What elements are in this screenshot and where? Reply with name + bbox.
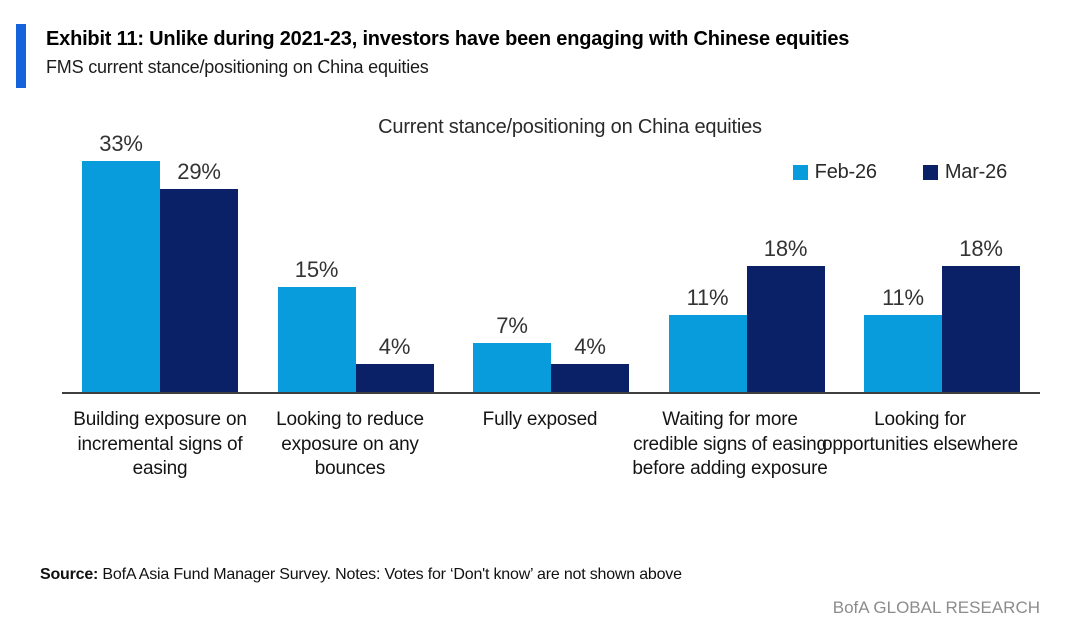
exhibit-accent-bar bbox=[16, 24, 26, 88]
bar-value-label: 4% bbox=[378, 333, 411, 359]
bar-value-label: 15% bbox=[294, 256, 339, 282]
bar-mar-26: 29% bbox=[160, 159, 238, 392]
bar-mar-26: 4% bbox=[355, 334, 434, 392]
category-label: Looking for opportunities elsewhere bbox=[821, 409, 1019, 455]
bar-mar-26: 4% bbox=[551, 334, 629, 392]
bar-value-label: 18% bbox=[959, 235, 1003, 261]
bar-group: 33% 29% bbox=[82, 131, 238, 392]
bar-group: 11% 18% bbox=[668, 236, 825, 392]
bar-value-label: 11% bbox=[882, 284, 924, 310]
source-note: Source: BofA Asia Fund Manager Survey. N… bbox=[40, 566, 1040, 584]
legend-item-feb-26: Feb-26 bbox=[792, 161, 877, 184]
legend-label: Feb-26 bbox=[814, 161, 877, 183]
category-label: Building exposure on incremental signs o… bbox=[73, 409, 247, 480]
bar-group: 11% 18% bbox=[864, 236, 1020, 392]
legend-swatch-icon bbox=[792, 165, 808, 180]
exhibit-header: Exhibit 11: Unlike during 2021-23, inves… bbox=[16, 22, 1060, 88]
bar-value-label: 11% bbox=[686, 284, 729, 310]
bar-feb-26: 7% bbox=[473, 313, 551, 392]
chart-legend: Feb-26 Mar-26 bbox=[792, 161, 1007, 184]
category-axis: Building exposure on incremental signs o… bbox=[62, 408, 1040, 482]
bar-value-label: 4% bbox=[574, 333, 606, 359]
category-cell: Looking for opportunities elsewhere bbox=[822, 408, 1020, 482]
legend-swatch-icon bbox=[922, 165, 938, 180]
bar-value-label: 33% bbox=[99, 130, 143, 156]
bar-feb-26: 11% bbox=[668, 285, 747, 392]
legend-item-mar-26: Mar-26 bbox=[922, 161, 1007, 184]
category-cell: Building exposure on incremental signs o… bbox=[73, 408, 260, 482]
source-text: BofA Asia Fund Manager Survey. Notes: Vo… bbox=[98, 566, 682, 583]
exhibit-header-text: Exhibit 11: Unlike during 2021-23, inves… bbox=[46, 22, 1060, 79]
category-label: Looking to reduce exposure on any bounce… bbox=[276, 409, 424, 480]
category-cell: Waiting for more credible signs of easin… bbox=[632, 408, 830, 482]
category-cell: Looking to reduce exposure on any bounce… bbox=[272, 408, 450, 482]
category-label: Waiting for more credible signs of easin… bbox=[632, 409, 828, 480]
bar-group: 15% 4% bbox=[277, 257, 434, 392]
bar-mar-26: 18% bbox=[942, 236, 1020, 392]
bar-mar-26: 18% bbox=[746, 236, 825, 392]
plot-area: 33% 29% 15% 4% 7% 4% 11% 18% 11% 18% bbox=[62, 131, 1040, 394]
bar-value-label: 29% bbox=[177, 158, 221, 184]
brand-mark: BofA GLOBAL RESEARCH bbox=[832, 598, 1040, 617]
bar-group: 7% 4% bbox=[473, 313, 629, 392]
legend-label: Mar-26 bbox=[944, 161, 1007, 183]
bar-feb-26: 15% bbox=[277, 257, 356, 392]
category-cell: Fully exposed bbox=[462, 408, 640, 482]
chart-title: Current stance/positioning on China equi… bbox=[378, 116, 762, 138]
source-label: Source: bbox=[40, 566, 99, 583]
bar-feb-26: 11% bbox=[864, 285, 942, 392]
bar-value-label: 7% bbox=[496, 312, 528, 338]
exhibit-title: Exhibit 11: Unlike during 2021-23, inves… bbox=[46, 28, 850, 50]
category-label: Fully exposed bbox=[482, 409, 598, 430]
bar-feb-26: 33% bbox=[82, 131, 160, 392]
bar-value-label: 18% bbox=[763, 235, 808, 261]
exhibit-subtitle: FMS current stance/positioning on China … bbox=[46, 57, 429, 77]
